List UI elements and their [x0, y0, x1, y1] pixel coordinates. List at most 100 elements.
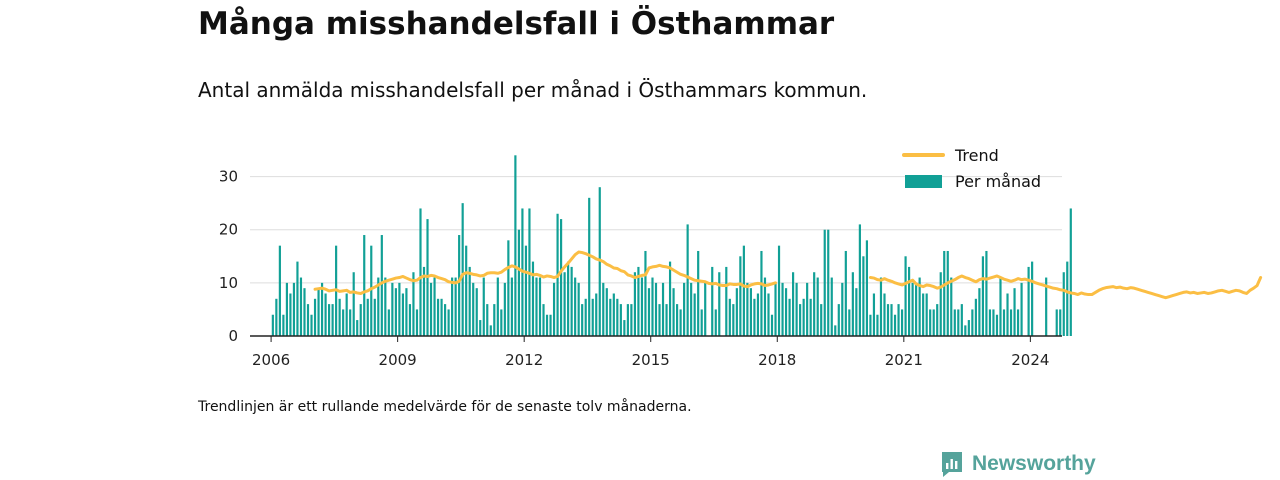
bar — [714, 309, 717, 336]
bar — [338, 298, 341, 336]
bar — [454, 277, 457, 336]
bar — [1009, 309, 1013, 336]
bar — [320, 282, 324, 336]
x-tick-label: 2006 — [252, 351, 290, 369]
bar — [538, 277, 542, 336]
bar — [964, 325, 967, 336]
bar — [468, 266, 471, 336]
bar — [1031, 261, 1034, 336]
bar — [602, 282, 605, 336]
bar — [693, 293, 696, 336]
bar — [447, 309, 450, 336]
bar — [535, 277, 538, 336]
bar — [317, 288, 320, 336]
bar — [377, 277, 380, 336]
x-tick-label: 2015 — [632, 351, 670, 369]
bar — [981, 256, 984, 336]
bar — [774, 282, 777, 336]
bar — [429, 282, 433, 336]
bar — [869, 314, 872, 336]
bar — [644, 250, 647, 336]
bar — [524, 245, 528, 336]
bar — [988, 309, 992, 336]
bar — [957, 309, 960, 336]
bar — [574, 277, 577, 336]
bar — [890, 304, 893, 336]
legend-label-per-manad: Per månad — [955, 172, 1041, 191]
bar — [577, 282, 580, 336]
bar — [433, 277, 436, 336]
bar — [848, 309, 851, 336]
bar — [813, 272, 816, 336]
bar — [626, 304, 629, 336]
bar — [1013, 288, 1016, 336]
bar — [792, 272, 795, 336]
bar — [725, 266, 728, 336]
bar — [584, 298, 587, 336]
y-tick-label: 0 — [228, 327, 238, 345]
bar — [282, 314, 285, 336]
bar — [352, 272, 355, 336]
bar — [278, 245, 281, 336]
bar — [545, 314, 549, 336]
bar — [1027, 266, 1030, 336]
bar — [510, 277, 513, 336]
bar — [496, 277, 499, 336]
bar — [387, 309, 390, 336]
bar — [507, 240, 510, 336]
bar — [623, 320, 626, 336]
x-tick-label: 2012 — [505, 351, 543, 369]
bar — [570, 266, 573, 336]
bar — [781, 282, 784, 336]
bar — [313, 298, 317, 336]
bar — [292, 282, 296, 336]
bar — [552, 282, 556, 336]
bar — [1020, 282, 1023, 336]
brand[interactable]: Newsworthy — [940, 450, 1096, 478]
bar — [908, 266, 911, 336]
bar — [837, 304, 840, 336]
bar — [971, 309, 974, 336]
bar — [612, 293, 615, 336]
bar — [366, 298, 369, 336]
bar — [922, 293, 925, 336]
bar — [999, 277, 1002, 336]
bar — [718, 272, 721, 336]
bar — [739, 256, 742, 336]
bar — [633, 272, 636, 336]
bar — [296, 261, 299, 336]
newsworthy-logo-icon — [942, 452, 962, 477]
bar — [591, 298, 594, 336]
bar — [412, 272, 415, 336]
bar — [936, 304, 939, 336]
bar — [500, 309, 503, 336]
bar — [472, 282, 475, 336]
bar — [398, 282, 401, 336]
bar — [929, 309, 932, 336]
bar — [799, 304, 802, 336]
brand-name: Newsworthy — [972, 452, 1096, 475]
bar — [978, 288, 981, 336]
bar — [834, 325, 837, 336]
trend-line — [313, 250, 778, 295]
x-tick-label: 2018 — [758, 351, 796, 369]
bar — [946, 250, 949, 336]
bar — [911, 282, 914, 336]
bar — [760, 250, 763, 336]
bar — [422, 266, 426, 336]
bar — [1062, 272, 1065, 336]
bar — [503, 282, 506, 336]
bar — [918, 277, 921, 336]
bar — [756, 293, 760, 336]
bar — [363, 235, 366, 336]
bar — [855, 288, 858, 336]
bar — [647, 288, 651, 336]
bar — [953, 309, 956, 336]
bar — [542, 304, 545, 336]
bar — [637, 266, 640, 336]
bar — [816, 277, 819, 336]
bar — [932, 309, 935, 336]
bar — [735, 288, 738, 336]
bar — [479, 320, 482, 336]
axes: 0 10 20 30 2006 2009 2012 2015 2018 2021 2024 — [219, 168, 1062, 369]
